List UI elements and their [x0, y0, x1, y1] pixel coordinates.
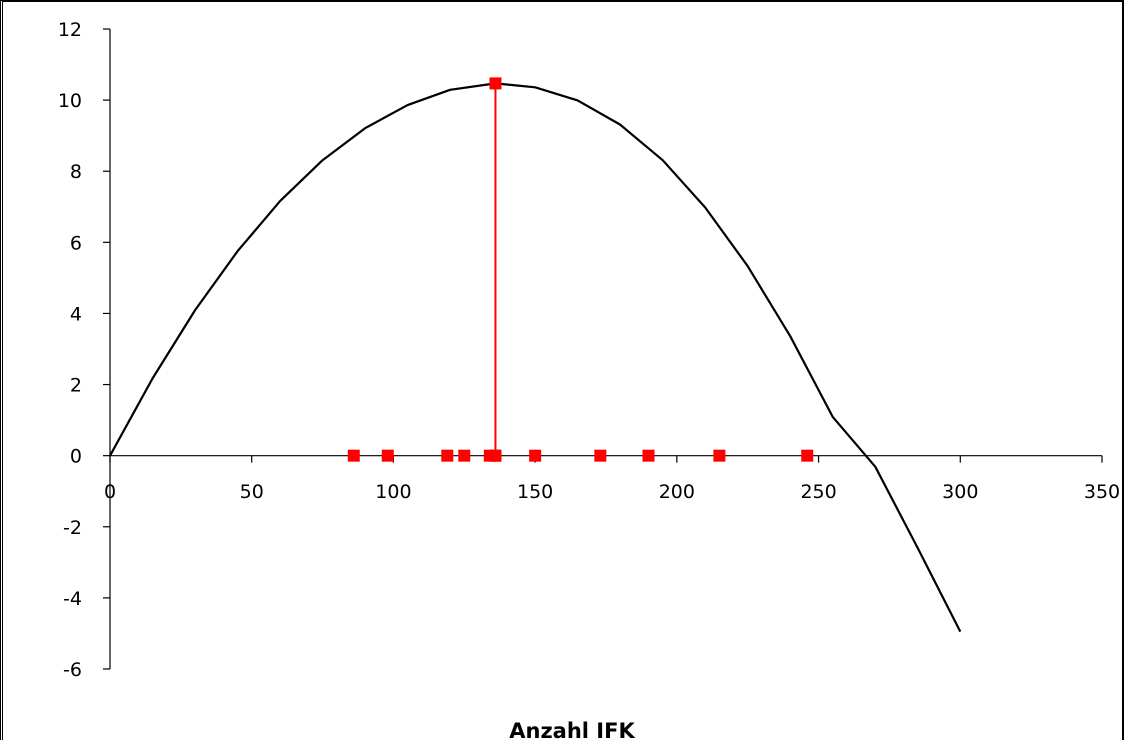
x-tick-label: 0: [104, 481, 116, 503]
data-point-marker: [594, 449, 607, 462]
y-tick-label: -2: [63, 517, 82, 539]
axes: [103, 28, 1103, 670]
y-tick-label: 2: [70, 375, 82, 397]
x-tick-label: 300: [942, 481, 978, 503]
data-series: [109, 77, 962, 633]
data-point-marker: [489, 77, 502, 90]
y-tick-label: 4: [70, 303, 82, 325]
x-tick-label: 50: [240, 481, 264, 503]
y-tick-label: -6: [63, 659, 82, 681]
x-tick-label: 350: [1084, 481, 1120, 503]
chart-svg: -6 -4 -2 0 2 4 6 8 10 12 0 50 100 150 200 250 300 350 Anz…: [58, 19, 1120, 742]
x-tick-label: 200: [659, 481, 695, 503]
curve-line: [109, 82, 962, 633]
data-point-marker: [489, 449, 502, 462]
y-tick-label: 10: [58, 90, 82, 112]
y-tick-label: 12: [58, 19, 82, 41]
data-point-marker: [801, 449, 814, 462]
y-tick-label: -4: [63, 588, 82, 610]
x-axis-title: Anzahl IFK: [509, 719, 635, 742]
x-tick-label: 100: [375, 481, 411, 503]
data-point-marker: [347, 449, 360, 462]
data-point-marker: [642, 449, 655, 462]
y-tick-label: 0: [70, 446, 82, 468]
data-point-marker: [381, 449, 394, 462]
data-point-marker: [458, 449, 471, 462]
y-tick-label: 6: [70, 232, 82, 254]
data-point-marker: [529, 449, 542, 462]
data-point-marker: [713, 449, 726, 462]
tick-labels: -6 -4 -2 0 2 4 6 8 10 12 0 50 100 150 200 250 300 350: [58, 19, 1120, 681]
x-tick-label: 250: [800, 481, 836, 503]
data-point-marker: [441, 449, 454, 462]
y-tick-label: 8: [70, 161, 82, 183]
x-tick-label: 150: [517, 481, 553, 503]
